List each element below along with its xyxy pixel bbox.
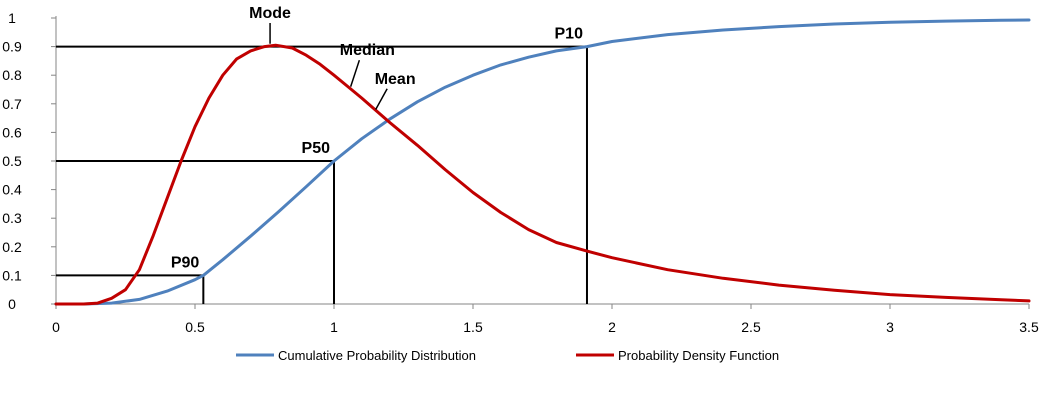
x-tick-label: 3.5 — [1019, 319, 1039, 335]
y-tick-label: 0.4 — [2, 182, 22, 198]
annotation-label: Mean — [375, 71, 416, 88]
annotation-label: Median — [340, 42, 395, 59]
y-tick-label: 0 — [8, 296, 16, 312]
x-tick-label: 3 — [886, 319, 894, 335]
series-line-1 — [54, 43, 1031, 306]
reference-label: P10 — [555, 26, 584, 43]
annotation-pointer — [375, 88, 388, 110]
annotation-label: Mode — [249, 5, 291, 22]
y-tick-label: 0.5 — [2, 153, 22, 169]
series-lines — [54, 18, 1031, 306]
legend-label: Probability Density Function — [618, 348, 779, 363]
y-tick-label: 0.1 — [2, 267, 22, 283]
reference-label: P90 — [171, 254, 200, 271]
annotation-pointer — [349, 59, 361, 87]
x-tick-label: 2 — [608, 319, 616, 335]
reference-lines: P90 P50 P10 — [56, 26, 588, 304]
x-tick-label: 0.5 — [185, 319, 205, 335]
series-line-0 — [54, 18, 1031, 306]
x-tick-label: 0 — [52, 319, 60, 335]
y-tick-label: 0.6 — [2, 124, 22, 140]
legend-label: Cumulative Probability Distribution — [278, 348, 476, 363]
y-tick-label: 0.2 — [2, 239, 22, 255]
y-tick-label: 0.9 — [2, 39, 22, 55]
y-axis-ticks: 0 0.1 0.2 0.3 0.4 0.5 0.6 0.7 0.8 0.9 1 — [2, 10, 56, 312]
annotations: Mode Median Mean — [249, 5, 416, 110]
x-tick-label: 1 — [330, 319, 338, 335]
x-tick-label: 1.5 — [463, 319, 483, 335]
y-tick-label: 0.8 — [2, 67, 22, 83]
x-axis-ticks: 0 0.5 1 1.5 2 2.5 3 3.5 — [52, 304, 1039, 335]
y-tick-label: 0.7 — [2, 96, 22, 112]
reference-label: P50 — [302, 140, 331, 157]
y-tick-label: 0.3 — [2, 210, 22, 226]
x-tick-label: 2.5 — [741, 319, 761, 335]
legend: Cumulative Probability Distribution Proba… — [236, 348, 779, 363]
y-tick-label: 1 — [8, 10, 16, 26]
